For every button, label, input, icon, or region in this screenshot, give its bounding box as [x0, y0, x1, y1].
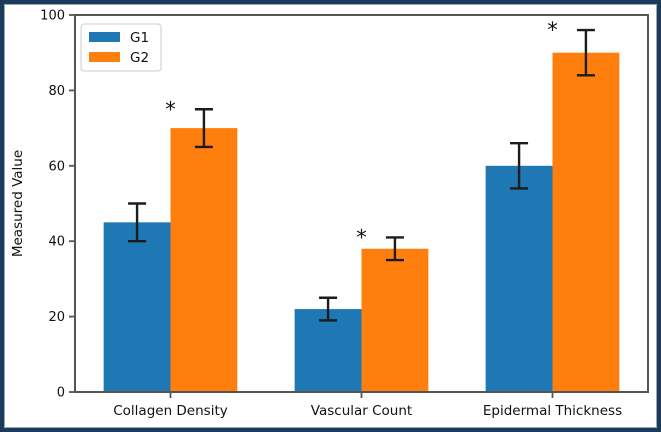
x-tick-label-epidermal-thickness: Epidermal Thickness — [483, 403, 622, 419]
bar-g2-collagen-density — [170, 128, 238, 392]
y-tick-label-20: 20 — [48, 310, 65, 325]
significance-asterisk-vascular-count: * — [356, 225, 367, 249]
bar-g1-collagen-density — [103, 222, 171, 392]
significance-asterisk-collagen-density: * — [165, 97, 176, 121]
y-tick-label-0: 0 — [57, 386, 65, 401]
y-tick-label-40: 40 — [48, 235, 65, 250]
bar-g1-epidermal-thickness — [485, 165, 553, 392]
bar-g1-vascular-count — [294, 309, 362, 392]
legend-swatch-g2 — [89, 52, 120, 62]
x-tick-label-collagen-density: Collagen Density — [113, 403, 228, 419]
bar-g2-epidermal-thickness — [552, 52, 620, 392]
y-tick-label-60: 60 — [48, 159, 65, 174]
bar-g2-vascular-count — [361, 248, 429, 392]
legend-swatch-g1 — [89, 32, 120, 42]
y-axis-label: Measured Value — [10, 150, 26, 257]
y-tick-label-80: 80 — [48, 84, 65, 99]
legend-label-g1: G1 — [130, 30, 149, 46]
y-tick-label-100: 100 — [40, 9, 65, 24]
significance-asterisk-epidermal-thickness: * — [547, 18, 558, 42]
legend-label-g2: G2 — [130, 50, 149, 66]
x-tick-label-vascular-count: Vascular Count — [311, 403, 412, 419]
